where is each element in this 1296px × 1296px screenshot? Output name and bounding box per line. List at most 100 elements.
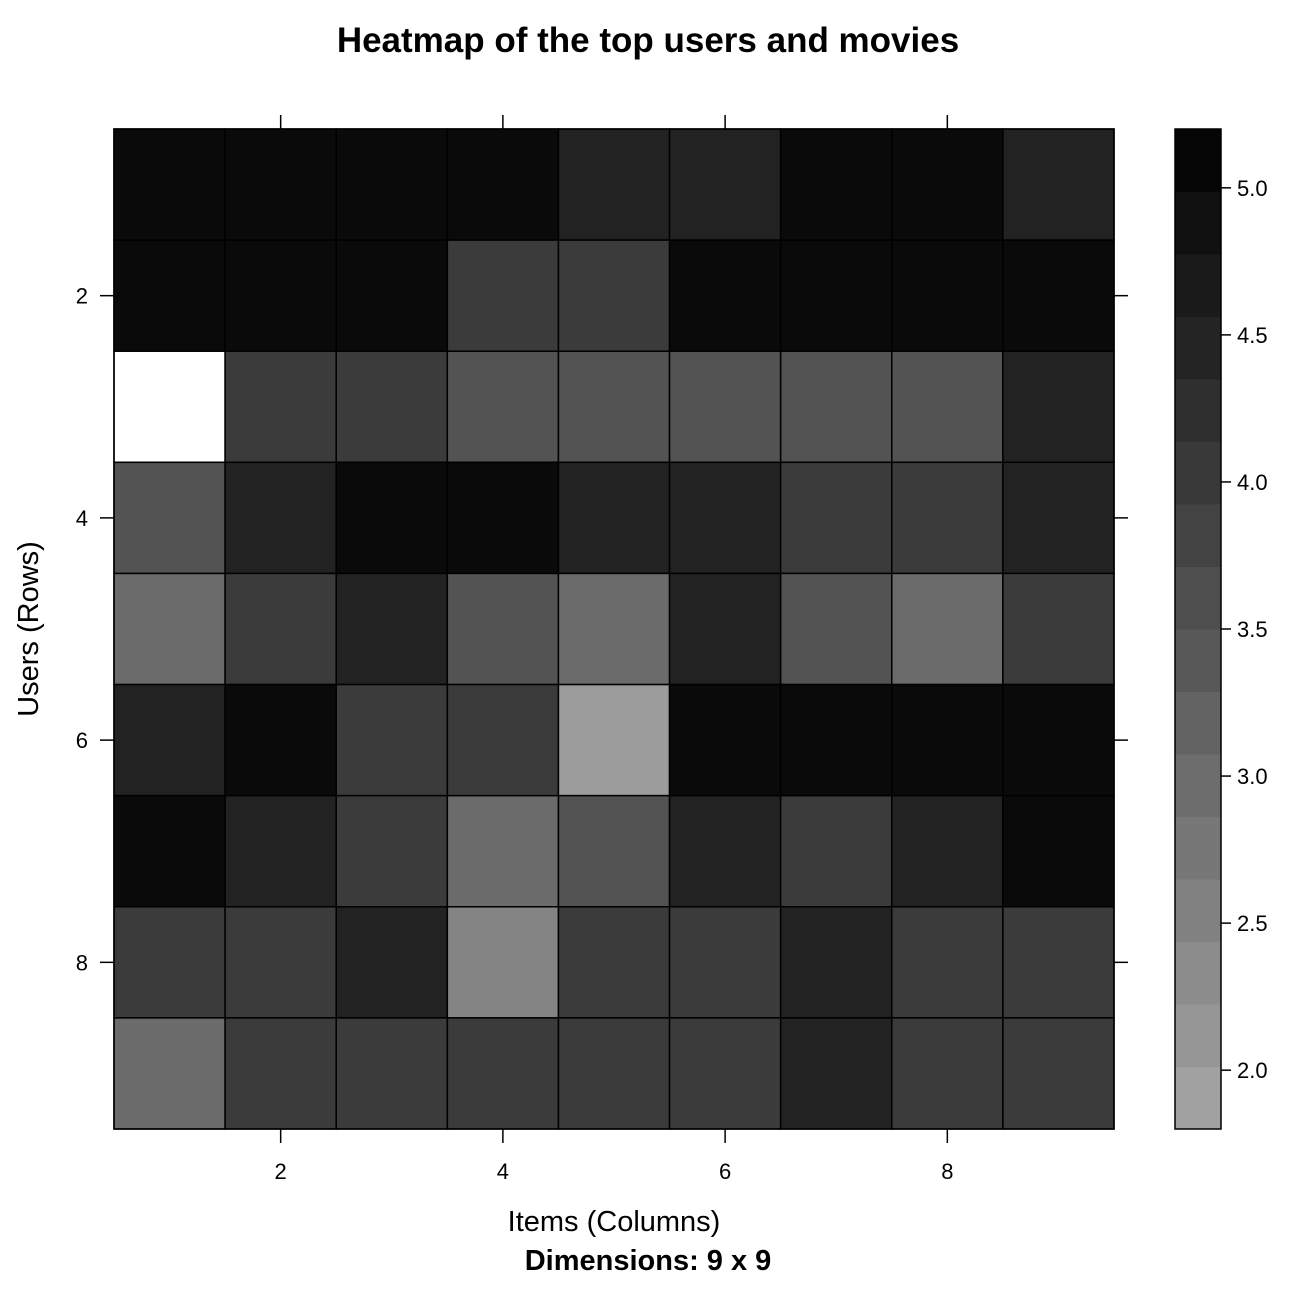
- x-tick-label: 2: [275, 1159, 287, 1184]
- heatmap-cell: [113, 350, 226, 464]
- colorbar-segment: [1175, 754, 1221, 817]
- heatmap-cell: [668, 794, 782, 908]
- colorbar-segment: [1175, 941, 1221, 1005]
- heatmap-cell: [668, 350, 782, 464]
- x-tick-label: 6: [719, 1159, 731, 1184]
- heatmap-cell: [113, 1017, 226, 1130]
- heatmap-cell: [891, 1017, 1004, 1130]
- colorbar-tick-label: 4.0: [1237, 470, 1268, 495]
- heatmap-cell: [335, 239, 449, 352]
- colorbar-segment: [1175, 879, 1221, 942]
- heatmap-cell: [779, 906, 893, 1019]
- colorbar-segment: [1175, 691, 1221, 755]
- heatmap-cell: [1002, 461, 1115, 575]
- y-tick-label: 8: [76, 950, 88, 975]
- heatmap-cell: [891, 128, 1004, 241]
- colorbar-segment: [1175, 1004, 1221, 1067]
- colorbar-segment: [1175, 629, 1221, 692]
- heatmap-cell: [113, 239, 226, 352]
- colorbar-tick-label: 3.5: [1237, 617, 1268, 642]
- heatmap-cell: [335, 1017, 449, 1130]
- heatmap-cell: [557, 350, 671, 464]
- heatmap-cell: [557, 239, 671, 352]
- heatmap-cell: [557, 572, 671, 686]
- heatmap-cell: [557, 906, 671, 1019]
- colorbar-segment: [1175, 129, 1221, 192]
- heatmap-cell: [668, 239, 782, 352]
- heatmap-cell: [779, 572, 893, 686]
- colorbar-segment: [1175, 1066, 1221, 1130]
- heatmap-cell: [779, 239, 893, 352]
- heatmap-cell: [1002, 794, 1115, 908]
- heatmap-cell: [1002, 350, 1115, 464]
- heatmap-cell: [668, 572, 782, 686]
- colorbar-tick-label: 2.5: [1237, 911, 1268, 936]
- heatmap-cell: [779, 461, 893, 575]
- heatmap-cell: [1002, 683, 1115, 797]
- heatmap-cell: [224, 350, 337, 464]
- heatmap-cell: [891, 350, 1004, 464]
- heatmap-cell: [557, 794, 671, 908]
- heatmap-cell: [113, 572, 226, 686]
- colorbar-segment: [1175, 566, 1221, 630]
- heatmap-cell: [668, 461, 782, 575]
- heatmap-cell: [891, 461, 1004, 575]
- heatmap-cell: [668, 683, 782, 797]
- heatmap-cell: [446, 350, 560, 464]
- x-axis-label: Items (Columns): [508, 1206, 721, 1238]
- heatmap-cell: [113, 128, 226, 241]
- heatmap-cell: [446, 239, 560, 352]
- heatmap-cell: [891, 572, 1004, 686]
- heatmap-cell: [446, 1017, 560, 1130]
- heatmap-cell: [557, 128, 671, 241]
- colorbar-tick-label: 2.0: [1237, 1058, 1268, 1083]
- heatmap-cell: [557, 461, 671, 575]
- heatmap-cell: [1002, 239, 1115, 352]
- heatmap-cell: [224, 572, 337, 686]
- heatmap-cell: [335, 906, 449, 1019]
- heatmap-cell: [335, 794, 449, 908]
- colorbar: 2.0 2.5 3.0 3.5 4.0 4.5 5.0: [1174, 128, 1268, 1130]
- x-tick-label: 8: [941, 1159, 953, 1184]
- heatmap-cell: [335, 461, 449, 575]
- heatmap-cell: [557, 1017, 671, 1130]
- heatmap-cell: [224, 794, 337, 908]
- heatmap-cell: [224, 906, 337, 1019]
- chart-subtitle: Dimensions: 9 x 9: [525, 1245, 772, 1277]
- colorbar-segment: [1175, 504, 1221, 567]
- heatmap-cell: [779, 794, 893, 908]
- heatmap-cell: [335, 683, 449, 797]
- colorbar-segment: [1175, 254, 1221, 317]
- heatmap-cell: [446, 794, 560, 908]
- colorbar-segment: [1175, 816, 1221, 880]
- heatmap-cell: [779, 350, 893, 464]
- heatmap-cell: [335, 350, 449, 464]
- y-tick-label: 6: [76, 728, 88, 753]
- colorbar-segment: [1175, 379, 1221, 442]
- heatmap-cell: [113, 794, 226, 908]
- y-axis-label: Users (Rows): [13, 541, 45, 717]
- plot-frame: [113, 128, 1115, 1130]
- colorbar-tick-label: 3.0: [1237, 764, 1268, 789]
- heatmap-cell: [668, 906, 782, 1019]
- heatmap-cell: [668, 128, 782, 241]
- heatmap-cell: [446, 906, 560, 1019]
- x-tick-label: 4: [497, 1159, 509, 1184]
- heatmap-cell: [557, 683, 671, 797]
- heatmap-cell: [446, 128, 560, 241]
- heatmap-cell: [224, 239, 337, 352]
- heatmap-cell: [891, 683, 1004, 797]
- heatmap-cell: [668, 1017, 782, 1130]
- colorbar-segment: [1175, 441, 1221, 505]
- heatmap-cell: [446, 572, 560, 686]
- colorbar-tick-label: 4.5: [1237, 323, 1268, 348]
- heatmap-cell: [446, 461, 560, 575]
- y-axis-ticks: 2 4 6 8: [76, 284, 1128, 975]
- colorbar-segment: [1175, 191, 1221, 255]
- heatmap-cells: [113, 128, 1115, 1130]
- heatmap-cell: [1002, 1017, 1115, 1130]
- heatmap-cell: [335, 128, 449, 241]
- heatmap-cell: [224, 683, 337, 797]
- heatmap-cell: [335, 572, 449, 686]
